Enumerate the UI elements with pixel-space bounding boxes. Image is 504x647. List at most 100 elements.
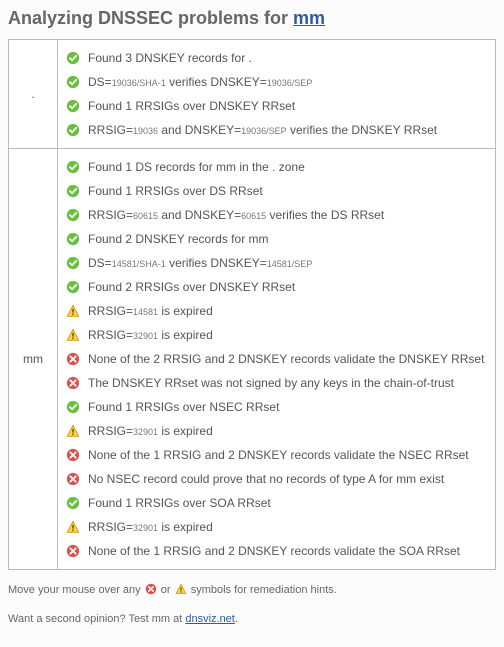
- error-icon: [66, 472, 80, 486]
- result-text: None of the 1 RRSIG and 2 DNSKEY records…: [88, 542, 460, 560]
- warning-icon: [66, 424, 80, 438]
- zone-label: mm: [9, 149, 58, 570]
- result-item[interactable]: RRSIG=60615 and DNSKEY=60615 verifies th…: [66, 203, 487, 227]
- result-text: Found 3 DNSKEY records for .: [88, 49, 252, 67]
- result-item[interactable]: No NSEC record could prove that no recor…: [66, 467, 487, 491]
- result-segment: Found 3 DNSKEY records for .: [88, 51, 252, 65]
- result-segment: None of the 1 RRSIG and 2 DNSKEY records…: [88, 544, 460, 558]
- result-subvalue: 60615: [241, 211, 266, 221]
- result-segment: verifies the DNSKEY RRset: [287, 123, 438, 137]
- result-segment: verifies DNSKEY=: [166, 75, 267, 89]
- result-text: None of the 2 RRSIG and 2 DNSKEY records…: [88, 350, 484, 368]
- result-item[interactable]: Found 2 RRSIGs over DNSKEY RRset: [66, 275, 487, 299]
- zone-label: .: [9, 40, 58, 149]
- result-text: The DNSKEY RRset was not signed by any k…: [88, 374, 454, 392]
- error-icon: [66, 376, 80, 390]
- result-item[interactable]: Found 1 DS records for mm in the . zone: [66, 155, 487, 179]
- result-item[interactable]: RRSIG=32901 is expired: [66, 419, 487, 443]
- result-segment: and DNSKEY=: [158, 208, 241, 222]
- result-text: RRSIG=60615 and DNSKEY=60615 verifies th…: [88, 206, 384, 224]
- result-segment: Found 1 RRSIGs over SOA RRset: [88, 496, 271, 510]
- result-text: Found 1 RRSIGs over SOA RRset: [88, 494, 271, 512]
- footer-hint: Move your mouse over any or symbols for …: [8, 582, 496, 600]
- result-segment: No NSEC record could prove that no recor…: [88, 472, 444, 486]
- zone-results: Found 3 DNSKEY records for . DS=19036/SHA…: [58, 40, 496, 149]
- result-item[interactable]: RRSIG=32901 is expired: [66, 515, 487, 539]
- result-item[interactable]: Found 1 RRSIGs over SOA RRset: [66, 491, 487, 515]
- result-text: RRSIG=32901 is expired: [88, 326, 213, 344]
- result-segment: The DNSKEY RRset was not signed by any k…: [88, 376, 454, 390]
- result-text: None of the 1 RRSIG and 2 DNSKEY records…: [88, 446, 469, 464]
- footer-test-after: .: [235, 613, 238, 625]
- result-item[interactable]: None of the 2 RRSIG and 2 DNSKEY records…: [66, 347, 487, 371]
- result-item[interactable]: Found 1 RRSIGs over DS RRset: [66, 179, 487, 203]
- warning-icon: [66, 520, 80, 534]
- result-segment: is expired: [158, 328, 213, 342]
- result-subvalue: 32901: [133, 523, 158, 533]
- result-segment: Found 1 RRSIGs over DS RRset: [88, 184, 263, 198]
- footer-test: Want a second opinion? Test mm at dnsviz…: [8, 611, 496, 629]
- ok-icon: [66, 256, 80, 270]
- result-subvalue: 32901: [133, 427, 158, 437]
- result-item[interactable]: Found 1 RRSIGs over DNSKEY RRset: [66, 94, 487, 118]
- ok-icon: [66, 280, 80, 294]
- ok-icon: [66, 75, 80, 89]
- result-segment: RRSIG=: [88, 520, 133, 534]
- result-segment: and DNSKEY=: [158, 123, 241, 137]
- result-text: Found 1 RRSIGs over DNSKEY RRset: [88, 97, 295, 115]
- footer-hint-mid: or: [158, 584, 174, 596]
- result-text: RRSIG=19036 and DNSKEY=19036/SEP verifie…: [88, 121, 437, 139]
- result-segment: RRSIG=: [88, 208, 133, 222]
- result-subvalue: 19036/SEP: [267, 78, 313, 88]
- ok-icon: [66, 51, 80, 65]
- ok-icon: [66, 496, 80, 510]
- error-icon: [66, 544, 80, 558]
- result-segment: Found 2 DNSKEY records for mm: [88, 232, 269, 246]
- footer-hint-before: Move your mouse over any: [8, 584, 144, 596]
- result-subvalue: 14581/SEP: [267, 259, 313, 269]
- result-segment: verifies the DS RRset: [266, 208, 384, 222]
- result-item[interactable]: RRSIG=19036 and DNSKEY=19036/SEP verifie…: [66, 118, 487, 142]
- result-item[interactable]: DS=19036/SHA-1 verifies DNSKEY=19036/SEP: [66, 70, 487, 94]
- result-text: DS=14581/SHA-1 verifies DNSKEY=14581/SEP: [88, 254, 312, 272]
- result-segment: is expired: [158, 520, 213, 534]
- warning-icon: [66, 304, 80, 318]
- result-segment: RRSIG=: [88, 328, 133, 342]
- title-domain-link[interactable]: mm: [293, 8, 325, 28]
- footer-hint-after: symbols for remediation hints.: [188, 584, 337, 596]
- page-title: Analyzing DNSSEC problems for mm: [8, 8, 496, 29]
- title-prefix: Analyzing DNSSEC problems for: [8, 8, 293, 28]
- error-icon: [66, 352, 80, 366]
- result-segment: Found 1 RRSIGs over DNSKEY RRset: [88, 99, 295, 113]
- result-segment: Found 1 DS records for mm in the . zone: [88, 160, 305, 174]
- ok-icon: [66, 184, 80, 198]
- result-item[interactable]: Found 3 DNSKEY records for .: [66, 46, 487, 70]
- result-item[interactable]: RRSIG=32901 is expired: [66, 323, 487, 347]
- footer: Move your mouse over any or symbols for …: [8, 582, 496, 628]
- result-item[interactable]: Found 1 RRSIGs over NSEC RRset: [66, 395, 487, 419]
- warning-icon: [66, 328, 80, 342]
- result-item[interactable]: None of the 1 RRSIG and 2 DNSKEY records…: [66, 539, 487, 563]
- result-item[interactable]: RRSIG=14581 is expired: [66, 299, 487, 323]
- analysis-table: . Found 3 DNSKEY records for . DS=19036/SH…: [8, 39, 496, 570]
- result-text: Found 2 DNSKEY records for mm: [88, 230, 269, 248]
- result-subvalue: 19036: [133, 126, 158, 136]
- dnsviz-link[interactable]: dnsviz.net: [185, 613, 235, 625]
- result-item[interactable]: DS=14581/SHA-1 verifies DNSKEY=14581/SEP: [66, 251, 487, 275]
- zone-results: Found 1 DS records for mm in the . zone F…: [58, 149, 496, 570]
- result-text: Found 2 RRSIGs over DNSKEY RRset: [88, 278, 295, 296]
- result-text: Found 1 DS records for mm in the . zone: [88, 158, 305, 176]
- result-subvalue: 32901: [133, 331, 158, 341]
- result-segment: DS=: [88, 256, 112, 270]
- ok-icon: [66, 123, 80, 137]
- result-item[interactable]: Found 2 DNSKEY records for mm: [66, 227, 487, 251]
- result-segment: DS=: [88, 75, 112, 89]
- result-segment: is expired: [158, 424, 213, 438]
- result-item[interactable]: None of the 1 RRSIG and 2 DNSKEY records…: [66, 443, 487, 467]
- result-segment: RRSIG=: [88, 304, 133, 318]
- result-text: Found 1 RRSIGs over DS RRset: [88, 182, 263, 200]
- result-text: RRSIG=32901 is expired: [88, 422, 213, 440]
- result-item[interactable]: The DNSKEY RRset was not signed by any k…: [66, 371, 487, 395]
- footer-test-before: Want a second opinion? Test mm at: [8, 613, 185, 625]
- result-text: DS=19036/SHA-1 verifies DNSKEY=19036/SEP: [88, 73, 312, 91]
